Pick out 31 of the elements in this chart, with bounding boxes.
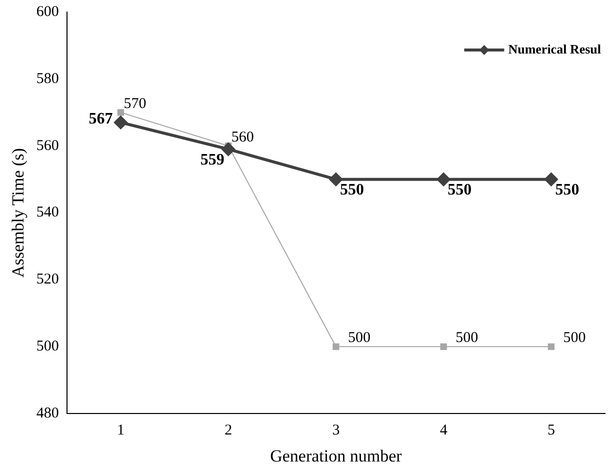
y-tick-label: 580 bbox=[36, 70, 59, 87]
y-axis-title: Assembly Time (s) bbox=[8, 148, 28, 278]
x-tick-label: 5 bbox=[547, 422, 555, 439]
x-tick-label: 4 bbox=[440, 422, 448, 439]
point bbox=[329, 172, 342, 186]
legend-label: Numerical Resul bbox=[508, 41, 602, 56]
y-tick-label: 480 bbox=[36, 406, 59, 422]
point bbox=[117, 109, 124, 116]
y-tick-label: 500 bbox=[36, 338, 59, 355]
point bbox=[440, 343, 447, 350]
data-label: 559 bbox=[200, 151, 224, 168]
point bbox=[332, 343, 340, 350]
point bbox=[114, 116, 128, 129]
y-tick-label: 540 bbox=[36, 204, 59, 221]
x-axis-title: Generation number bbox=[270, 446, 402, 466]
data-label: 550 bbox=[340, 181, 364, 198]
data-label: 550 bbox=[555, 181, 580, 198]
data-label: 560 bbox=[231, 129, 254, 146]
point bbox=[548, 343, 555, 350]
data-label: 550 bbox=[448, 181, 472, 198]
x-tick-label: 1 bbox=[116, 422, 124, 439]
data-label: 567 bbox=[88, 110, 113, 128]
y-tick-label: 520 bbox=[36, 272, 59, 288]
y-tick-label: 560 bbox=[36, 138, 59, 154]
x-tick-label: 2 bbox=[224, 422, 232, 439]
x-tick-label: 3 bbox=[332, 422, 340, 439]
data-label: 500 bbox=[348, 330, 370, 346]
data-label: 500 bbox=[563, 330, 586, 346]
data-label: 500 bbox=[456, 330, 478, 346]
data-label: 570 bbox=[124, 96, 146, 112]
y-tick-label: 600 bbox=[36, 4, 59, 20]
